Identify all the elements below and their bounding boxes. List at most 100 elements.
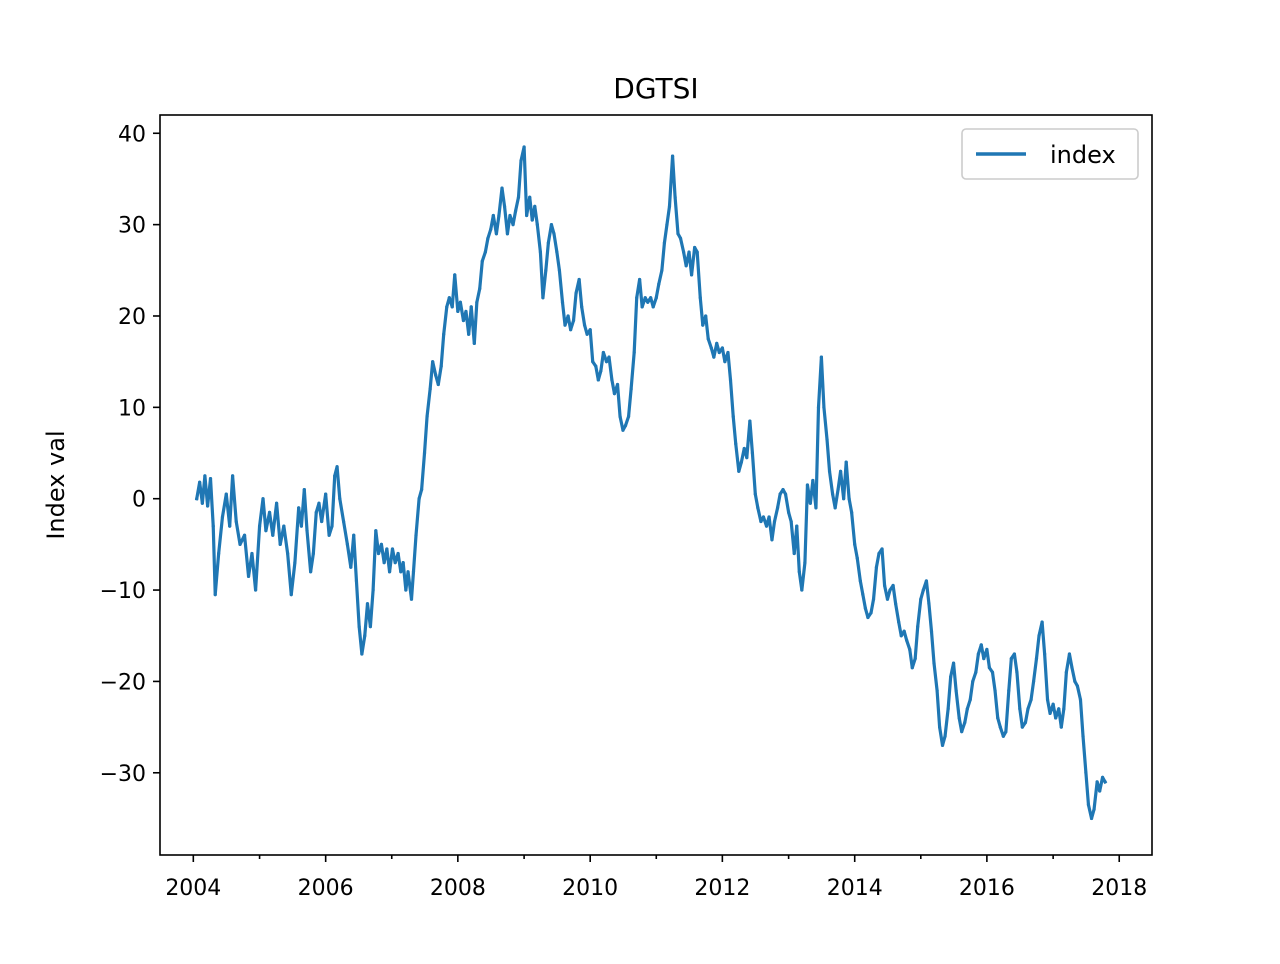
data-point xyxy=(742,446,746,451)
data-point xyxy=(330,524,334,528)
data-point xyxy=(770,538,774,542)
data-point xyxy=(623,424,628,428)
data-point xyxy=(341,519,346,524)
data-point xyxy=(888,588,892,592)
data-point xyxy=(376,551,381,556)
data-point xyxy=(737,469,741,473)
data-point xyxy=(422,451,427,455)
data-point xyxy=(660,268,664,272)
data-point xyxy=(1084,771,1088,775)
data-point xyxy=(811,478,815,483)
data-point xyxy=(604,360,609,364)
data-point xyxy=(891,583,895,588)
data-point xyxy=(649,296,653,300)
data-point xyxy=(1073,679,1077,684)
data-point xyxy=(1054,716,1058,720)
data-point xyxy=(1051,702,1055,706)
data-point xyxy=(756,506,760,510)
x-tick-label: 2010 xyxy=(562,876,618,901)
data-point xyxy=(401,561,405,565)
data-point xyxy=(723,360,727,364)
y-tick-label: 30 xyxy=(118,214,146,239)
data-point xyxy=(396,551,400,556)
data-point xyxy=(211,524,215,528)
data-point xyxy=(638,277,642,282)
data-point xyxy=(927,602,931,606)
data-point xyxy=(910,666,914,670)
data-point xyxy=(371,588,375,592)
data-point xyxy=(767,515,771,519)
data-point xyxy=(354,579,359,583)
data-point xyxy=(302,487,306,492)
data-point xyxy=(1037,634,1041,638)
data-point xyxy=(618,414,622,419)
data-point xyxy=(894,602,898,606)
data-point xyxy=(1064,670,1068,674)
data-point xyxy=(869,611,873,615)
data-point xyxy=(469,305,473,309)
series-points-index xyxy=(195,145,1107,821)
data-point xyxy=(1081,734,1085,738)
data-point xyxy=(195,497,199,501)
data-point xyxy=(792,551,796,556)
data-point xyxy=(417,497,421,501)
data-point xyxy=(566,314,570,318)
data-point xyxy=(254,588,258,592)
data-point xyxy=(516,195,521,199)
data-point xyxy=(717,350,721,355)
y-tick-label: 40 xyxy=(118,122,146,147)
data-point xyxy=(447,296,451,300)
y-axis-ticks: −30 −20 −10 0 10 20 30 40 xyxy=(100,122,160,787)
data-point xyxy=(963,720,967,725)
data-point xyxy=(522,145,526,149)
data-point xyxy=(406,570,410,574)
data-point xyxy=(778,492,782,496)
data-point xyxy=(954,688,958,693)
data-point xyxy=(333,474,337,478)
data-point xyxy=(739,460,743,464)
data-point xyxy=(1089,816,1094,821)
data-point xyxy=(932,661,936,665)
data-point xyxy=(513,209,518,213)
data-point xyxy=(238,542,242,546)
data-point xyxy=(855,556,859,560)
data-point xyxy=(1009,656,1013,661)
data-point xyxy=(486,236,490,240)
data-point xyxy=(314,510,318,515)
data-point xyxy=(1059,725,1063,729)
data-point xyxy=(787,510,791,515)
data-point xyxy=(261,497,265,501)
data-point xyxy=(458,300,462,304)
data-point xyxy=(998,725,1002,729)
data-point xyxy=(213,593,217,597)
data-point xyxy=(257,524,262,528)
data-point xyxy=(404,588,408,592)
data-point xyxy=(206,504,210,508)
data-point xyxy=(687,250,691,254)
data-point xyxy=(946,707,950,711)
data-point xyxy=(797,570,801,574)
data-point xyxy=(519,159,523,163)
data-point xyxy=(982,656,986,661)
data-point xyxy=(560,300,565,304)
data-point xyxy=(626,414,631,419)
data-point xyxy=(701,323,705,327)
data-point xyxy=(621,428,625,432)
data-point xyxy=(224,492,228,496)
data-point xyxy=(678,236,683,240)
data-point xyxy=(1012,652,1017,656)
legend-box xyxy=(961,128,1139,180)
data-point xyxy=(781,487,785,492)
y-tick-label: −30 xyxy=(100,762,146,787)
data-point xyxy=(200,501,204,505)
data-point xyxy=(897,620,901,624)
data-point xyxy=(709,346,713,350)
x-tick-label: 2018 xyxy=(1091,876,1147,901)
data-point xyxy=(643,296,647,300)
data-point xyxy=(684,264,688,268)
data-point xyxy=(704,314,708,318)
data-point xyxy=(899,634,903,638)
data-point xyxy=(208,477,213,481)
data-point xyxy=(775,506,780,510)
data-point xyxy=(844,460,848,464)
